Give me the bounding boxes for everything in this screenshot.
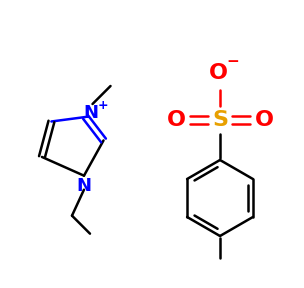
Text: N: N: [83, 104, 98, 122]
Text: N: N: [77, 177, 92, 195]
Text: O: O: [167, 110, 185, 130]
Text: −: −: [226, 54, 239, 69]
Text: O: O: [209, 63, 227, 83]
Text: +: +: [97, 99, 108, 113]
Text: S: S: [212, 110, 228, 130]
Text: O: O: [254, 110, 274, 130]
